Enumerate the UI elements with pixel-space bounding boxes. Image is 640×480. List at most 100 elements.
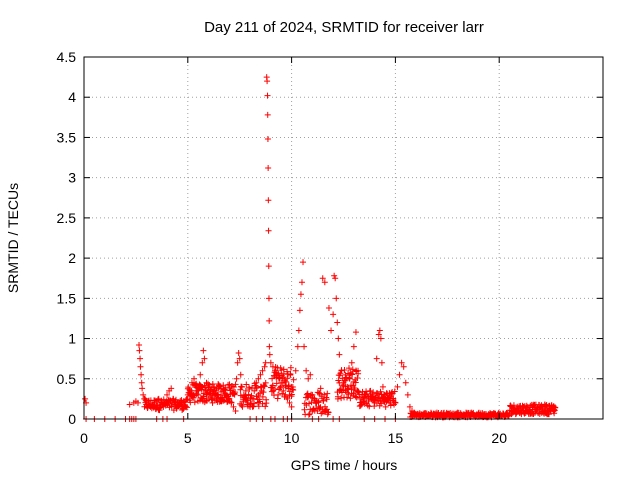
data-point	[280, 374, 287, 381]
data-point	[386, 399, 393, 406]
y-tick-label: 4.5	[57, 49, 77, 65]
data-point	[307, 371, 314, 378]
data-point	[394, 383, 401, 390]
data-point	[288, 391, 295, 398]
data-point	[238, 383, 245, 390]
data-point	[375, 331, 382, 338]
data-point	[284, 395, 291, 402]
data-point	[349, 371, 356, 378]
data-point	[265, 295, 272, 302]
data-point	[260, 389, 267, 396]
data-point	[290, 376, 297, 383]
data-point	[278, 379, 285, 386]
data-point	[141, 395, 148, 402]
x-tick-label: 15	[388, 430, 404, 446]
data-point	[336, 351, 343, 358]
data-point	[323, 406, 330, 413]
plot-frame	[83, 56, 604, 420]
data-point	[232, 381, 239, 388]
data-point	[328, 327, 335, 334]
data-point	[191, 375, 198, 382]
data-point	[301, 406, 308, 413]
data-point	[373, 355, 380, 362]
data-point	[282, 391, 289, 398]
x-tick-label: 5	[184, 430, 192, 446]
y-tick-label: 4	[68, 89, 76, 105]
data-point	[297, 291, 304, 298]
data-points	[82, 74, 559, 422]
data-point	[347, 395, 354, 402]
data-point	[351, 386, 358, 393]
data-point	[170, 407, 177, 414]
data-point	[334, 319, 341, 326]
data-point	[215, 382, 222, 389]
data-point	[261, 383, 268, 390]
data-point	[279, 390, 286, 397]
data-point	[349, 366, 356, 373]
data-point	[523, 407, 530, 414]
y-tick-label: 2	[68, 250, 76, 266]
data-point	[475, 410, 482, 417]
data-point	[505, 412, 512, 419]
data-point	[242, 387, 249, 394]
data-point	[82, 395, 89, 402]
data-point	[342, 387, 349, 394]
data-point	[345, 391, 352, 398]
data-point	[255, 403, 262, 410]
data-point	[404, 391, 411, 398]
data-point	[352, 393, 359, 400]
data-point	[371, 399, 378, 406]
data-point	[249, 395, 256, 402]
data-point	[280, 387, 287, 394]
data-point	[193, 387, 200, 394]
data-point	[211, 391, 218, 398]
data-point	[226, 395, 233, 402]
data-point	[529, 406, 536, 413]
data-point	[370, 389, 377, 396]
data-point	[205, 383, 212, 390]
data-point	[267, 359, 274, 366]
data-point	[266, 317, 273, 324]
data-point	[274, 371, 281, 378]
data-point	[269, 363, 276, 370]
data-point	[240, 391, 247, 398]
data-point	[164, 391, 171, 398]
data-point	[301, 343, 308, 350]
data-point	[325, 409, 332, 416]
data-point	[287, 371, 294, 378]
data-point	[460, 411, 467, 418]
data-point	[382, 391, 389, 398]
data-point	[137, 363, 144, 370]
data-point	[139, 385, 146, 392]
data-point	[266, 351, 273, 358]
data-point	[273, 380, 280, 387]
data-point	[262, 359, 269, 366]
data-point	[265, 227, 272, 234]
data-point	[352, 329, 359, 336]
data-point	[197, 371, 204, 378]
data-point	[454, 409, 461, 416]
data-point	[251, 387, 258, 394]
data-point	[276, 375, 283, 382]
data-point	[346, 375, 353, 382]
data-point	[180, 398, 187, 405]
data-point	[316, 389, 323, 396]
data-point	[344, 394, 351, 401]
data-point	[502, 412, 509, 419]
data-point	[161, 399, 168, 406]
data-point	[348, 359, 355, 366]
data-point	[232, 407, 239, 414]
data-point	[271, 367, 278, 374]
data-point	[346, 365, 353, 372]
data-point	[355, 367, 362, 374]
data-point	[440, 410, 447, 417]
data-point	[305, 411, 312, 418]
data-point	[268, 388, 275, 395]
grid	[84, 57, 603, 419]
data-point	[294, 343, 301, 350]
data-point	[330, 311, 337, 318]
data-point	[246, 386, 253, 393]
data-point	[234, 359, 241, 366]
data-point	[300, 259, 307, 266]
